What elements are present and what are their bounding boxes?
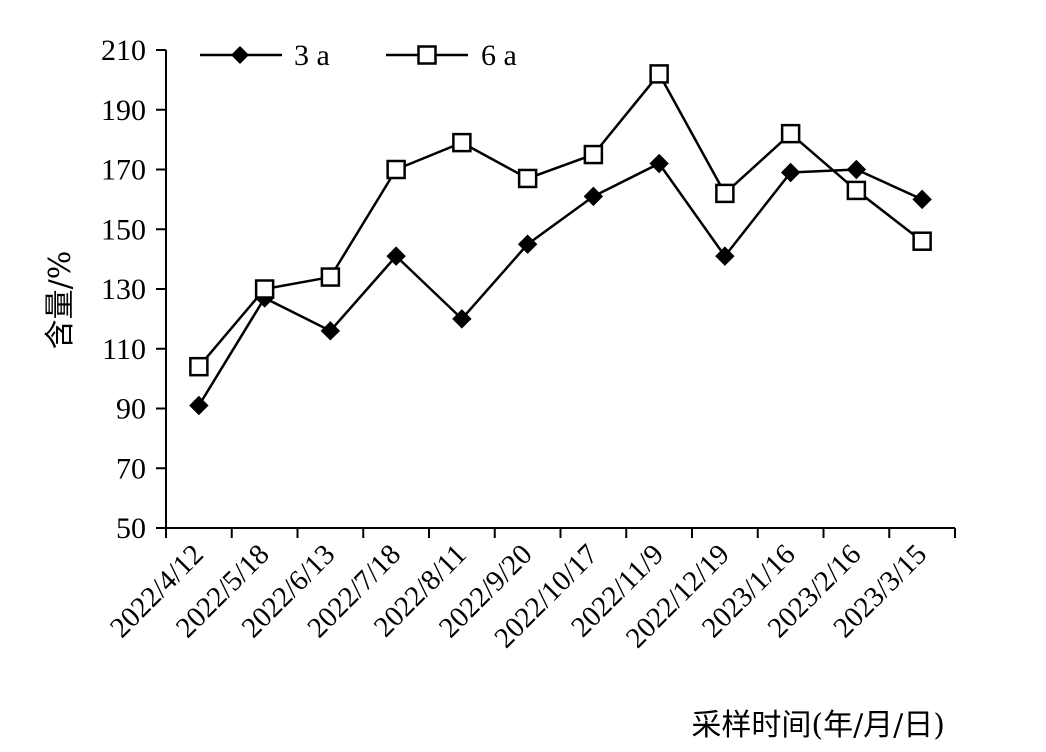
data-point xyxy=(780,162,801,183)
data-point xyxy=(517,168,538,189)
x-axis: 2022/4/122022/5/182022/6/132022/7/182022… xyxy=(104,527,956,654)
data-point xyxy=(846,180,867,201)
legend: 3 a 6 a xyxy=(200,39,517,72)
legend-item: 6 a xyxy=(386,39,517,72)
series-0 xyxy=(189,153,932,416)
y-tick-label: 210 xyxy=(101,34,146,67)
legend-label: 3 a xyxy=(294,39,330,72)
series-line xyxy=(197,161,923,407)
data-point xyxy=(912,231,932,251)
data-point xyxy=(846,159,867,180)
data-point xyxy=(254,279,275,299)
legend-marker xyxy=(417,45,437,65)
y-tick-label: 90 xyxy=(116,393,146,426)
data-point xyxy=(452,132,472,153)
y-tick-label: 190 xyxy=(101,94,146,127)
y-axis: 50 70 90 110 130 150 170 190 210 xyxy=(101,34,167,545)
data-point xyxy=(189,395,209,416)
x-axis-title: 采样时间(年/月/日) xyxy=(691,708,945,743)
y-tick-label: 50 xyxy=(116,512,146,545)
y-axis-title: 含量/% xyxy=(43,251,78,350)
data-point xyxy=(715,183,735,204)
data-point xyxy=(189,356,209,377)
y-tick-label: 170 xyxy=(101,154,146,187)
data-point xyxy=(452,309,472,329)
data-point xyxy=(583,144,604,165)
y-tick-label: 70 xyxy=(116,452,146,485)
y-tick-label: 130 xyxy=(101,273,146,306)
data-point xyxy=(517,234,538,254)
data-point xyxy=(649,64,669,84)
data-point xyxy=(386,246,406,266)
y-tick-label: 150 xyxy=(101,213,146,246)
data-point xyxy=(320,321,341,341)
series-1 xyxy=(189,64,932,377)
data-point xyxy=(386,159,406,180)
data-point xyxy=(912,189,932,210)
data-point xyxy=(583,186,604,207)
legend-marker xyxy=(231,46,249,64)
series-line xyxy=(197,71,923,368)
series-layer xyxy=(189,64,932,416)
y-tick-label: 110 xyxy=(102,333,146,366)
data-point xyxy=(320,267,341,287)
legend-label: 6 a xyxy=(481,39,517,72)
legend-item: 3 a xyxy=(200,39,330,72)
data-point xyxy=(649,153,669,174)
data-point xyxy=(780,123,801,144)
data-point xyxy=(715,246,735,266)
